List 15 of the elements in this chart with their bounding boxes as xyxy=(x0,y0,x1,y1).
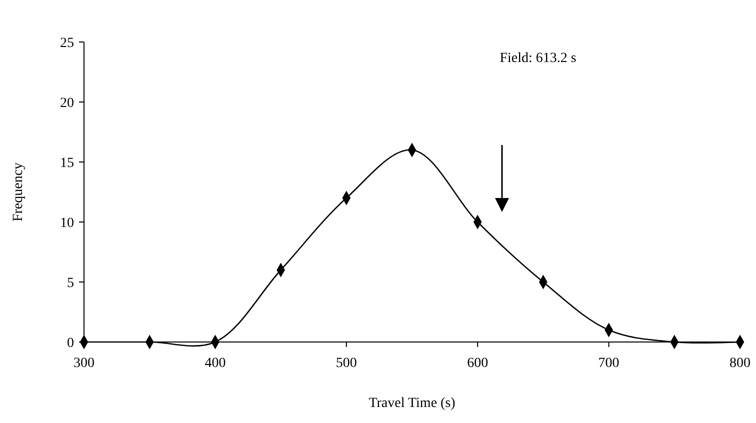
y-tick-label: 20 xyxy=(60,96,74,111)
y-tick-label: 25 xyxy=(60,36,74,51)
y-tick-label: 10 xyxy=(60,216,74,231)
x-tick-label: 500 xyxy=(336,356,357,371)
x-tick-label: 400 xyxy=(204,356,226,371)
x-tick-label: 600 xyxy=(467,356,488,371)
y-tick-label: 0 xyxy=(67,336,74,351)
y-axis-title: Frequency xyxy=(11,162,26,222)
x-tick-label: 800 xyxy=(730,356,750,371)
x-axis-title: Travel Time (s) xyxy=(368,396,456,411)
annotation: Field: 613.2 s xyxy=(500,51,576,66)
y-tick-label: 5 xyxy=(67,276,74,291)
y-tick-label: 15 xyxy=(60,156,74,171)
x-tick-label: 700 xyxy=(598,356,620,371)
x-tick-label: 300 xyxy=(74,356,94,371)
